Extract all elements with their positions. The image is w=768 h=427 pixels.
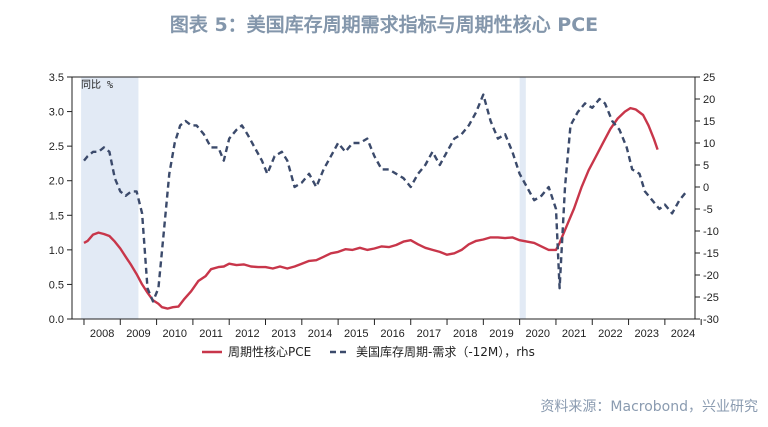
shaded-period-0: [81, 77, 139, 319]
y-right-tick-label: 20: [703, 94, 715, 106]
y-right-tick-label: 0: [703, 182, 709, 194]
legend-label-1: 美国库存周期-需求（-12M），rhs: [356, 344, 535, 359]
y-right-tick-label: -25: [703, 292, 719, 304]
shaded-periods: [81, 77, 526, 319]
series-line-0: [83, 106, 659, 310]
legend-label-0: 周期性核心PCE: [228, 345, 311, 359]
y-right-tick-label: -15: [703, 248, 719, 260]
x-tick-label: 2022: [598, 328, 622, 340]
x-tick-label: 2015: [344, 328, 368, 340]
x-tick-label: 2009: [126, 328, 150, 340]
x-tick-label: 2023: [634, 328, 658, 340]
left-axis-unit-label: 同比 %: [81, 79, 113, 91]
y-left-tick-label: 1.0: [49, 245, 64, 257]
y-right-tick-label: 10: [703, 138, 715, 150]
series-layer: [83, 93, 688, 310]
plot-frame: [71, 76, 696, 320]
y-right-tick-label: -10: [703, 226, 719, 238]
chart-title: 图表 5：美国库存周期需求指标与周期性核心 PCE: [169, 14, 599, 36]
y-right-tick-label: 5: [703, 160, 709, 172]
source-note: 资料来源：Macrobond，兴业研究: [540, 399, 758, 415]
y-right-tick-label: 25: [703, 72, 715, 84]
x-tick-label: 2018: [453, 328, 477, 340]
y-left-tick-label: 3.0: [49, 107, 64, 119]
x-tick-label: 2019: [489, 328, 513, 340]
x-tick-label: 2024: [671, 328, 695, 340]
x-tick-label: 2016: [380, 328, 404, 340]
shaded-period-1: [519, 77, 526, 319]
x-tick-label: 2010: [163, 328, 187, 340]
y-left-tick-label: 2.0: [49, 176, 64, 188]
axes: 0.0 0.5 1.0 1.5 2.0 2.5 3.0 3.5 -30 -25 -20 -15 -10 -…: [49, 72, 719, 340]
y-left-tick-label: 2.5: [49, 141, 64, 153]
x-tick-label: 2013: [271, 328, 295, 340]
y-left-tick-label: 3.5: [49, 72, 64, 84]
y-left-tick-label: 1.5: [49, 210, 64, 222]
y-left-tick-label: 0.0: [49, 314, 64, 326]
series-line-1: [83, 93, 688, 303]
x-tick-label: 2008: [90, 328, 114, 340]
y-right-tick-label: -5: [703, 204, 713, 216]
x-tick-label: 2017: [417, 328, 441, 340]
y-right-tick-label: -20: [703, 270, 719, 282]
y-right-tick-label: 15: [703, 116, 715, 128]
x-tick-label: 2021: [562, 328, 586, 340]
y-left-tick-label: 0.5: [49, 279, 64, 291]
x-tick-label: 2020: [526, 328, 550, 340]
y-right-tick-label: -30: [703, 314, 719, 326]
x-tick-label: 2014: [308, 328, 332, 340]
legend: 周期性核心PCE 美国库存周期-需求（-12M），rhs: [202, 344, 535, 359]
chart-figure: 0.0 0.5 1.0 1.5 2.0 2.5 3.0 3.5 -30 -25 -20 -15 -10 -…: [49, 72, 719, 359]
x-tick-label: 2011: [199, 328, 223, 340]
x-tick-label: 2012: [235, 328, 259, 340]
